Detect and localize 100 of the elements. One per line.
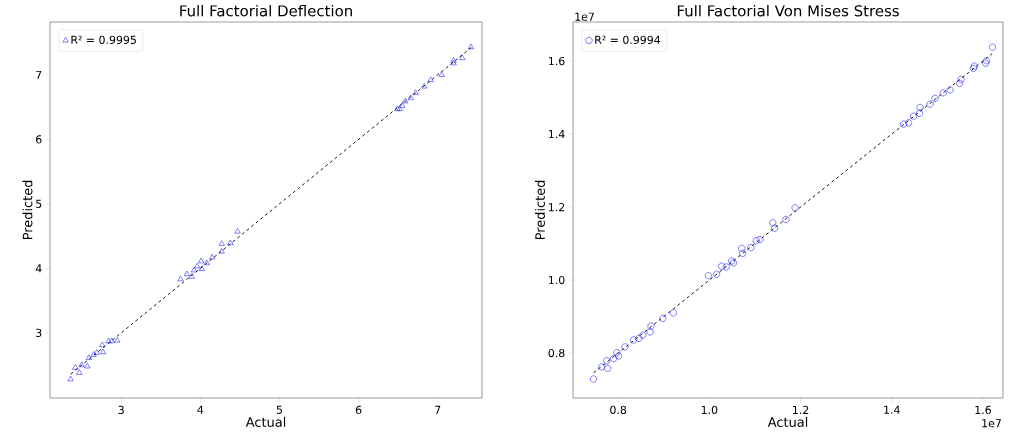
point — [771, 224, 779, 232]
point — [72, 364, 79, 370]
point — [194, 262, 201, 269]
y-tick-label: 4 — [35, 264, 42, 273]
point — [438, 71, 445, 77]
point — [752, 237, 760, 245]
point — [188, 273, 195, 279]
x-tick-label: 4 — [197, 405, 204, 414]
point — [99, 341, 106, 347]
point — [459, 54, 466, 60]
point — [76, 369, 83, 375]
point — [939, 89, 947, 97]
point — [218, 240, 225, 246]
point — [635, 335, 643, 342]
x-tick-label: 7 — [435, 405, 441, 414]
point — [203, 259, 210, 266]
point — [957, 75, 965, 83]
point — [756, 236, 764, 243]
point — [603, 357, 611, 365]
point — [218, 248, 225, 254]
y-axis-title: Predicted — [22, 180, 33, 240]
point — [926, 100, 934, 108]
y-tick-label: 1.6 — [549, 56, 565, 66]
text: 1e7 — [575, 12, 594, 21]
point — [93, 349, 100, 355]
point — [910, 112, 918, 120]
chart-title: Full Factorial Von Mises Stress — [677, 4, 899, 17]
y-tick-label: 0.8 — [548, 348, 565, 358]
x-tick-label: 3 — [118, 405, 124, 415]
point — [78, 361, 85, 367]
y-tick-label: 1.0 — [549, 275, 565, 285]
point — [791, 204, 799, 212]
y-tick-label: 3 — [36, 328, 42, 337]
point — [738, 244, 746, 252]
x-tick-label: 1.0 — [701, 405, 718, 415]
x-tick-label: 6 — [355, 405, 362, 415]
point — [183, 270, 190, 277]
x-tick-label: 0.8 — [610, 405, 627, 415]
point — [989, 43, 996, 51]
point — [610, 355, 618, 363]
point — [782, 216, 790, 223]
point — [722, 263, 730, 271]
point — [421, 83, 428, 89]
point — [105, 337, 112, 344]
legend-label: R² = 0.9995 — [71, 35, 136, 44]
chart-title: Full Factorial Deflection — [180, 4, 352, 17]
point — [905, 119, 913, 127]
point — [647, 322, 655, 330]
point — [177, 275, 184, 282]
point — [100, 348, 107, 355]
point — [412, 89, 419, 95]
y-axis-title: Predicted — [534, 180, 545, 240]
point — [639, 331, 647, 339]
point — [402, 97, 409, 104]
point — [704, 272, 712, 280]
point — [747, 244, 755, 252]
point — [769, 219, 777, 227]
x-axis-title: Actual — [767, 416, 808, 427]
point — [467, 43, 474, 49]
point — [900, 120, 908, 128]
point — [190, 266, 198, 273]
point — [85, 354, 92, 360]
point — [718, 262, 726, 270]
point — [67, 375, 74, 382]
point — [946, 86, 954, 94]
point — [114, 337, 121, 343]
x-tick-label: 1.4 — [884, 405, 900, 414]
point — [956, 79, 964, 87]
x-tick-label: 5 — [276, 405, 282, 414]
point — [427, 76, 434, 82]
point — [407, 94, 414, 100]
x-tick-label: 1.2 — [793, 405, 809, 414]
point — [613, 349, 621, 357]
point — [659, 314, 667, 322]
point — [198, 257, 205, 264]
point — [90, 351, 97, 357]
point — [739, 249, 747, 257]
legend-label: R² = 0.9994 — [595, 35, 661, 44]
point — [615, 352, 623, 360]
point — [604, 364, 612, 372]
y-tick-label: 6 — [36, 135, 42, 144]
point — [450, 59, 457, 66]
x-tick-label: 1.6 — [975, 405, 991, 415]
y-tick-label: 1.4 — [549, 130, 565, 139]
point — [590, 375, 597, 383]
point — [598, 363, 606, 371]
point — [621, 343, 629, 351]
y-tick-label: 7 — [36, 70, 42, 79]
text: 1e7 — [982, 419, 1001, 428]
y-tick-label: 1.2 — [549, 203, 565, 212]
point — [646, 328, 654, 336]
point — [630, 336, 638, 344]
y-tick-label: 5 — [36, 199, 42, 208]
point — [669, 309, 677, 317]
point — [108, 337, 115, 344]
point — [198, 265, 205, 271]
point — [931, 94, 939, 102]
point — [916, 103, 924, 111]
point — [227, 239, 234, 246]
point — [209, 253, 216, 260]
